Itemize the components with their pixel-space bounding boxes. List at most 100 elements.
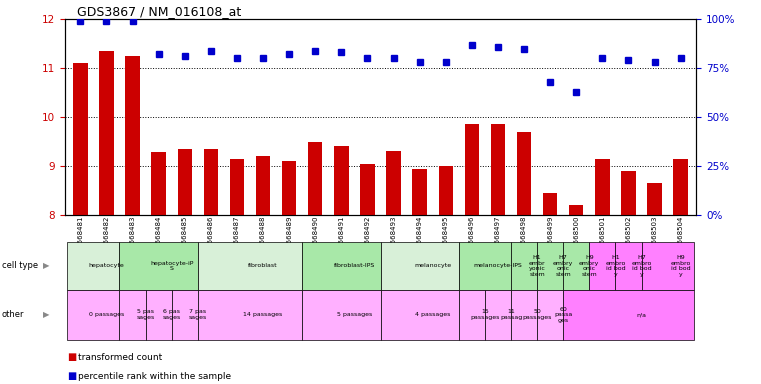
Text: other: other [2, 310, 24, 319]
Bar [334, 147, 349, 215]
Text: melanocyte: melanocyte [414, 263, 451, 268]
Bar [673, 159, 688, 215]
Text: GSM568495: GSM568495 [443, 216, 449, 258]
Text: GSM568494: GSM568494 [417, 216, 422, 258]
Bar [172, 290, 198, 340]
Bar [595, 159, 610, 215]
Bar [73, 63, 88, 215]
Bar [204, 149, 218, 215]
Text: H7
embry
onic
stem: H7 embry onic stem [553, 255, 573, 277]
Text: 50
passages: 50 passages [522, 310, 552, 320]
Bar [511, 290, 537, 340]
Text: 6 pas
sages: 6 pas sages [163, 310, 181, 320]
Bar [177, 149, 192, 215]
Bar [491, 124, 505, 215]
Text: GSM568482: GSM568482 [103, 216, 110, 258]
Text: H9
embro
id bod
y: H9 embro id bod y [670, 255, 691, 277]
Text: GSM568483: GSM568483 [129, 216, 135, 258]
Bar [537, 242, 563, 290]
Bar [380, 242, 459, 290]
Bar [302, 290, 380, 340]
Bar [145, 290, 172, 340]
Bar [438, 166, 453, 215]
Bar [459, 242, 511, 290]
Text: GSM568481: GSM568481 [78, 216, 84, 258]
Text: H7
embro
id bod
y: H7 embro id bod y [632, 255, 651, 277]
Bar [360, 164, 374, 215]
Bar [517, 132, 531, 215]
Bar [511, 242, 537, 290]
Text: GDS3867 / NM_016108_at: GDS3867 / NM_016108_at [78, 5, 241, 18]
Text: ▶: ▶ [43, 310, 49, 319]
Bar [67, 242, 119, 290]
Bar [302, 242, 380, 290]
Bar [589, 242, 616, 290]
Text: GSM568488: GSM568488 [260, 216, 266, 258]
Text: GSM568489: GSM568489 [286, 216, 292, 258]
Text: fibroblast-IPS: fibroblast-IPS [334, 263, 375, 268]
Text: GSM568496: GSM568496 [469, 216, 475, 258]
Text: melanocyte-IPS: melanocyte-IPS [473, 263, 522, 268]
Bar [563, 290, 694, 340]
Bar [230, 159, 244, 215]
Text: 11
passag: 11 passag [500, 310, 522, 320]
Text: GSM568485: GSM568485 [182, 216, 188, 258]
Text: GSM568491: GSM568491 [339, 216, 344, 258]
Text: H1
embro
id bod
y: H1 embro id bod y [605, 255, 626, 277]
Bar [256, 156, 270, 215]
Bar [99, 51, 113, 215]
Text: GSM568502: GSM568502 [626, 216, 632, 258]
Text: cell type: cell type [2, 262, 37, 270]
Bar [126, 56, 140, 215]
Text: 4 passages: 4 passages [415, 312, 451, 318]
Text: GSM568503: GSM568503 [651, 216, 658, 258]
Bar [282, 161, 296, 215]
Text: 60
passa
ges: 60 passa ges [554, 306, 572, 323]
Bar [537, 290, 563, 340]
Text: GSM568490: GSM568490 [312, 216, 318, 258]
Bar [563, 242, 589, 290]
Text: GSM568497: GSM568497 [495, 216, 501, 258]
Text: GSM568498: GSM568498 [521, 216, 527, 258]
Bar [387, 151, 401, 215]
Text: hepatocyte-iP
S: hepatocyte-iP S [150, 260, 193, 271]
Text: ▶: ▶ [43, 262, 49, 270]
Text: transformed count: transformed count [78, 353, 162, 362]
Text: GSM568486: GSM568486 [208, 216, 214, 258]
Text: GSM568492: GSM568492 [365, 216, 371, 258]
Bar [412, 169, 427, 215]
Text: ■: ■ [67, 371, 76, 381]
Text: 5 pas
sages: 5 pas sages [136, 310, 154, 320]
Bar [569, 205, 584, 215]
Bar [198, 242, 302, 290]
Text: 0 passages: 0 passages [89, 312, 124, 318]
Text: GSM568504: GSM568504 [677, 216, 683, 258]
Bar [642, 242, 694, 290]
Text: GSM568501: GSM568501 [600, 216, 605, 258]
Bar [543, 193, 557, 215]
Text: ■: ■ [67, 352, 76, 362]
Bar [67, 290, 119, 340]
Text: n/a: n/a [636, 312, 647, 318]
Text: 15
passages: 15 passages [470, 310, 499, 320]
Text: hepatocyte: hepatocyte [88, 263, 124, 268]
Bar [198, 290, 302, 340]
Text: 5 passages: 5 passages [337, 312, 372, 318]
Text: GSM568493: GSM568493 [390, 216, 396, 258]
Bar [465, 124, 479, 215]
Bar [380, 290, 459, 340]
Bar [648, 183, 662, 215]
Bar [621, 171, 635, 215]
Text: GSM568499: GSM568499 [547, 216, 553, 258]
Text: fibroblast: fibroblast [248, 263, 278, 268]
Text: GSM568500: GSM568500 [573, 216, 579, 258]
Text: 7 pas
sages: 7 pas sages [189, 310, 207, 320]
Bar [151, 152, 166, 215]
Text: 14 passages: 14 passages [244, 312, 282, 318]
Text: GSM568484: GSM568484 [156, 216, 161, 258]
Bar [616, 242, 642, 290]
Bar [459, 290, 485, 340]
Bar [119, 242, 198, 290]
Text: percentile rank within the sample: percentile rank within the sample [78, 372, 231, 381]
Bar [119, 290, 145, 340]
